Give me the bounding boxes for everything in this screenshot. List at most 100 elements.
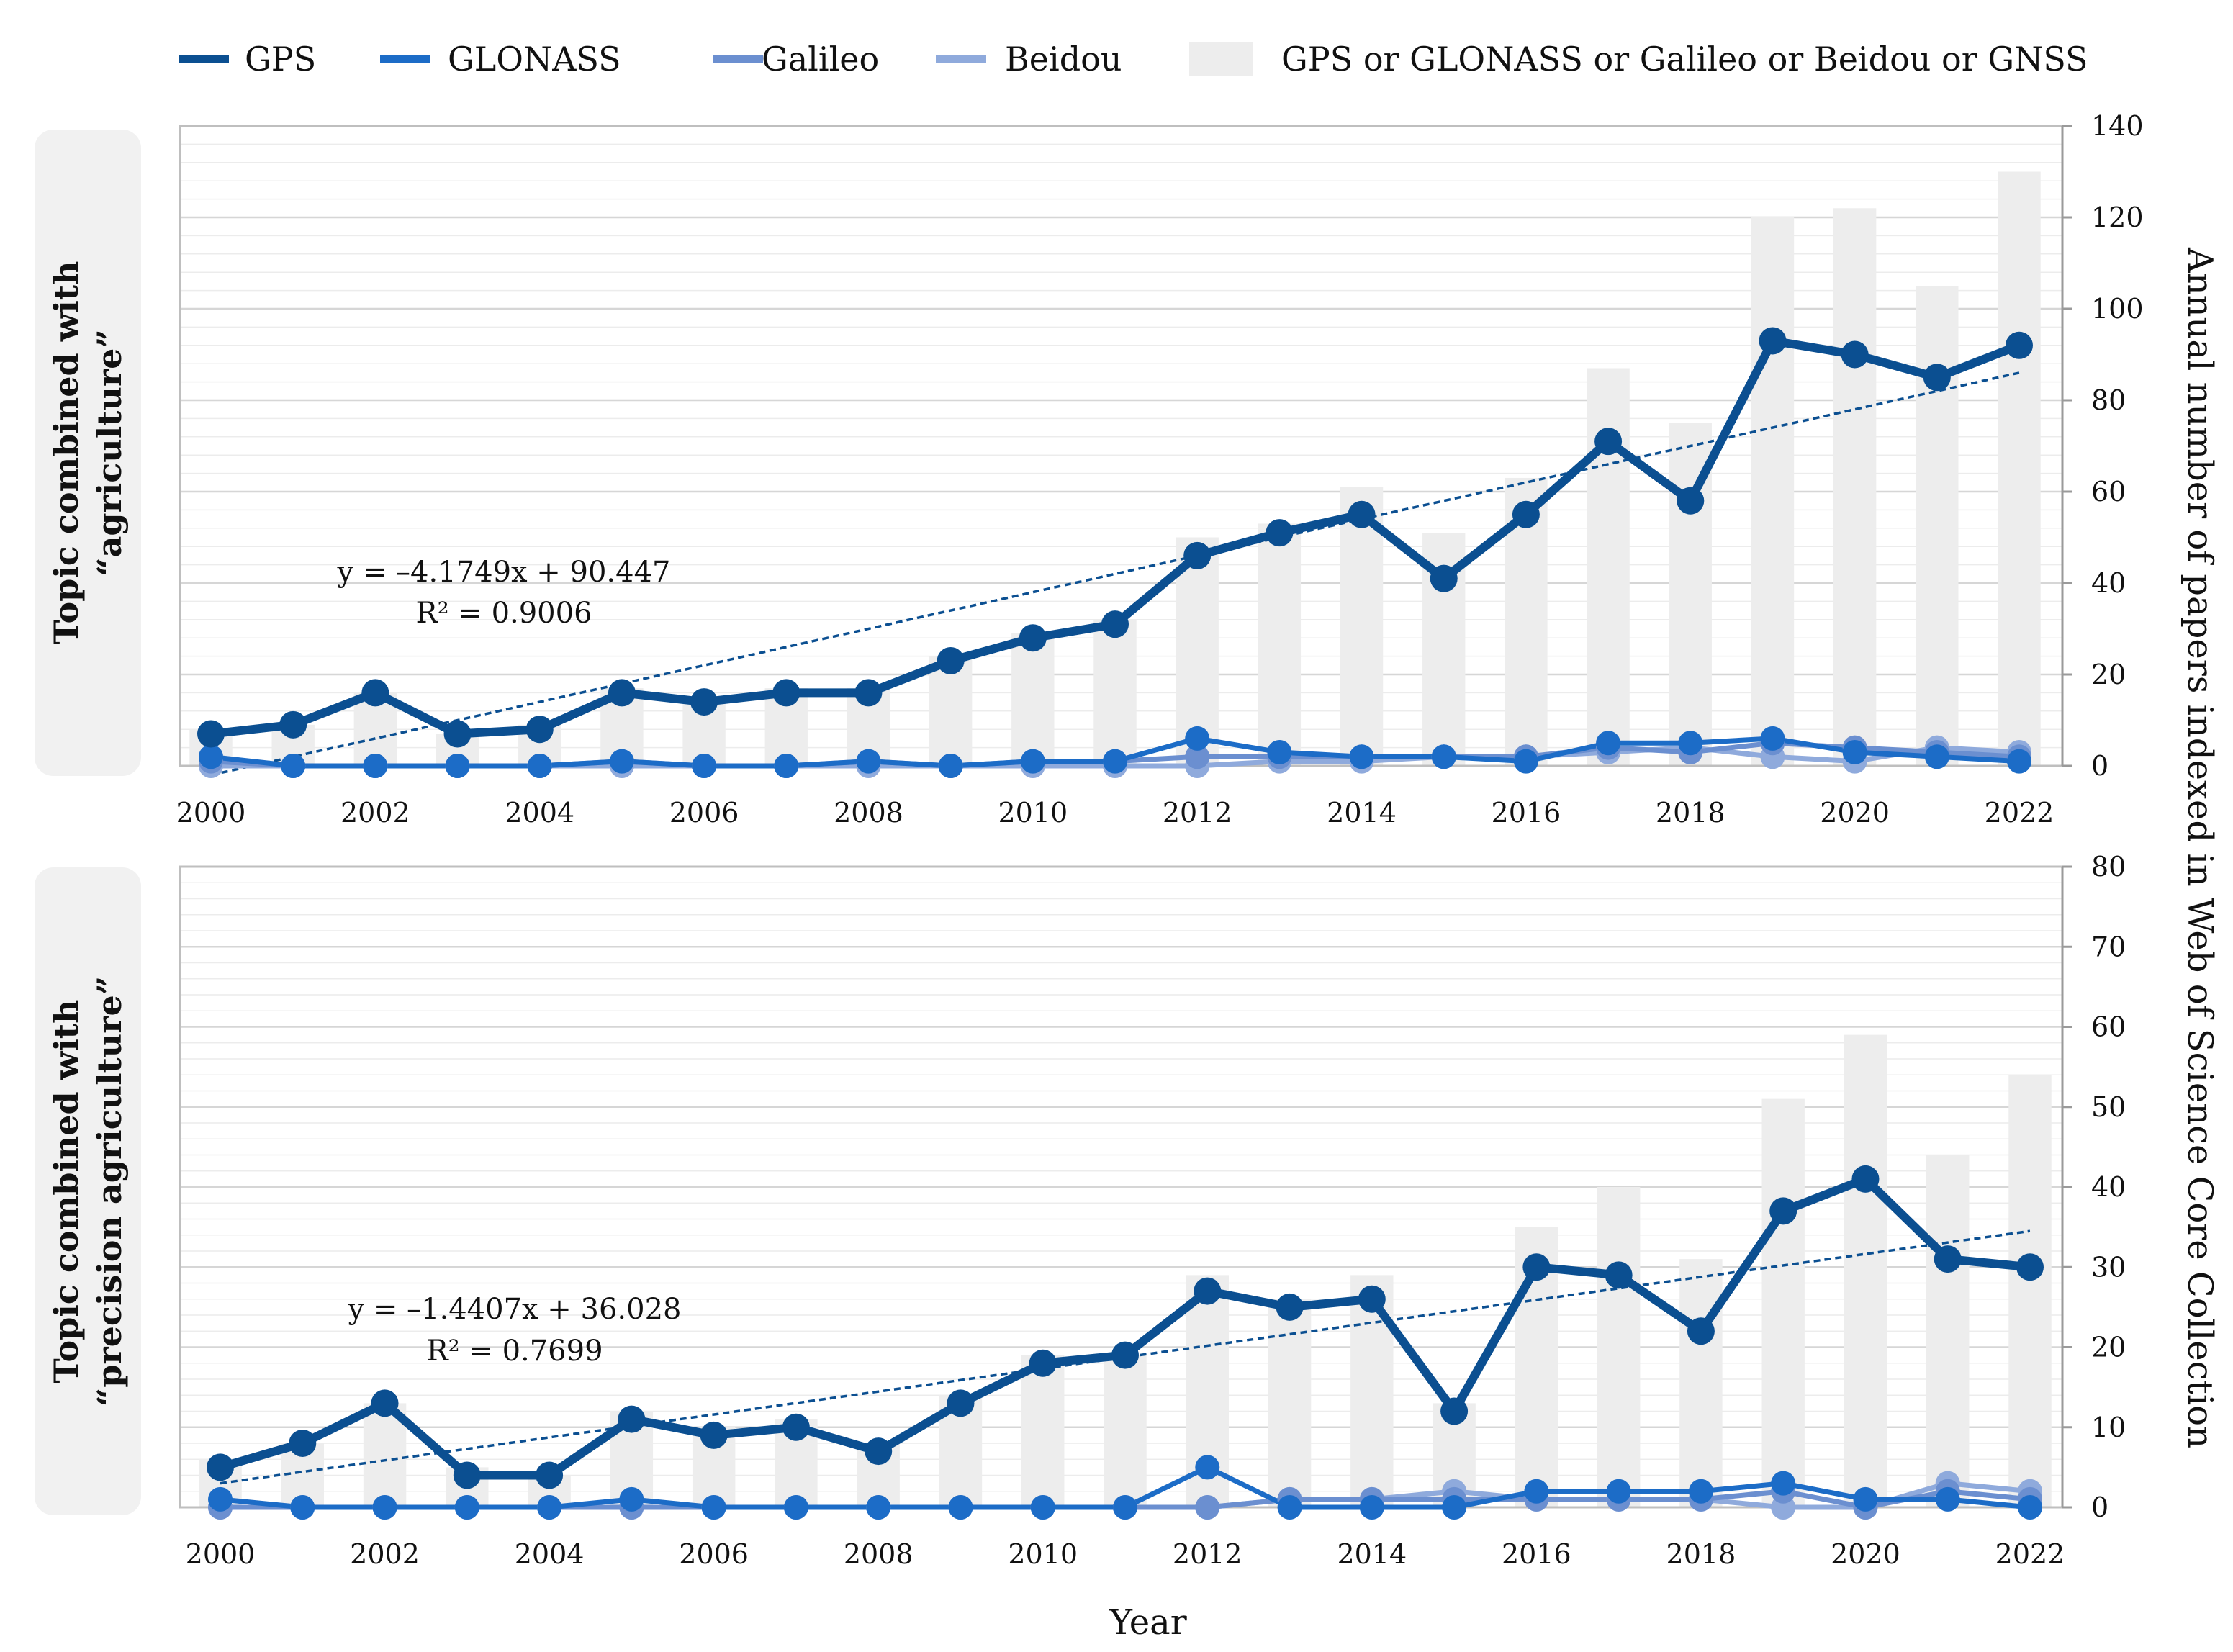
point-glonass-2017 bbox=[1606, 1479, 1631, 1504]
x-tick-label: 2016 bbox=[1492, 797, 1561, 829]
point-glonass-2021 bbox=[1924, 744, 1949, 769]
point-glonass-2022 bbox=[2007, 749, 2031, 774]
point-glonass-2010 bbox=[1020, 749, 1045, 774]
x-tick-label: 2022 bbox=[1995, 1538, 2065, 1570]
x-tick-label: 2012 bbox=[1163, 797, 1232, 829]
x-tick-label: 2000 bbox=[176, 797, 246, 829]
point-glonass-2014 bbox=[1359, 1495, 1384, 1520]
x-tick-label: 2018 bbox=[1666, 1538, 1736, 1570]
gnss-bar-2020 bbox=[1844, 1034, 1887, 1507]
series-markers bbox=[207, 1165, 2044, 1520]
x-tick-label: 2020 bbox=[1831, 1538, 1900, 1570]
point-glonass-2005 bbox=[619, 1486, 644, 1512]
point-glonass-2015 bbox=[1431, 744, 1456, 769]
point-glonass-2015 bbox=[1442, 1495, 1467, 1520]
point-gps-2015 bbox=[1430, 564, 1458, 592]
point-gps-2010 bbox=[1019, 624, 1047, 652]
point-galileo-2012 bbox=[1185, 744, 1210, 769]
point-gps-2000 bbox=[207, 1453, 234, 1481]
panel-label-box bbox=[35, 130, 141, 776]
point-glonass-2018 bbox=[1688, 1479, 1713, 1504]
x-tick-label: 2016 bbox=[1502, 1538, 1571, 1570]
point-gps-2001 bbox=[279, 710, 307, 739]
point-glonass-2021 bbox=[1935, 1486, 1960, 1512]
panel-agriculture: Topic combined with “agriculture” 0 20 40 6… bbox=[35, 110, 2144, 829]
point-glonass-2010 bbox=[1030, 1495, 1055, 1520]
trendline-gps bbox=[220, 1229, 2031, 1485]
point-gps-2022 bbox=[2006, 331, 2033, 359]
x-tick-label: 2022 bbox=[1985, 797, 2054, 829]
point-gps-2022 bbox=[2016, 1253, 2044, 1281]
point-glonass-2009 bbox=[938, 754, 963, 778]
legend-label-gps: GPS bbox=[245, 40, 316, 78]
x-tick-label: 2000 bbox=[186, 1538, 256, 1570]
gnss-bar-2021 bbox=[1916, 286, 1959, 766]
point-glonass-2018 bbox=[1678, 731, 1703, 756]
y-tick-label: 0 bbox=[2091, 1491, 2108, 1523]
x-tick-label: 2008 bbox=[844, 1538, 914, 1570]
y-tick-label: 60 bbox=[2091, 476, 2126, 507]
x-tick-label: 2002 bbox=[340, 797, 410, 829]
gnss-bar-2017 bbox=[1597, 1187, 1641, 1507]
y-tick-label: 80 bbox=[2091, 851, 2126, 883]
legend-label-gnss: GPS or GLONASS or Galileo or Beidou or G… bbox=[1281, 40, 2088, 78]
y-tick-label: 20 bbox=[2091, 659, 2126, 690]
y-tick-label: 40 bbox=[2091, 1171, 2126, 1203]
x-axis-ticks: 2000 2002 2004 2006 2008 2010 2012 2014 2016 2018… bbox=[176, 797, 2054, 829]
y-axis-ticks: 0 10 20 30 40 50 60 70 80 bbox=[2062, 851, 2126, 1523]
y-axis-ticks: 0 20 40 60 80 100 120 140 bbox=[2062, 110, 2144, 782]
point-gps-2002 bbox=[361, 679, 389, 707]
point-gps-2018 bbox=[1677, 487, 1705, 515]
x-tick-label: 2020 bbox=[1820, 797, 1890, 829]
point-gps-2012 bbox=[1183, 541, 1212, 569]
point-glonass-2011 bbox=[1103, 749, 1127, 774]
point-gps-2021 bbox=[1923, 364, 1951, 392]
point-glonass-2005 bbox=[609, 749, 634, 774]
point-gps-2017 bbox=[1605, 1261, 1633, 1289]
x-tick-label: 2008 bbox=[834, 797, 903, 829]
x-tick-label: 2010 bbox=[1008, 1538, 1078, 1570]
point-gps-2004 bbox=[536, 1461, 564, 1489]
y-tick-label: 30 bbox=[2091, 1251, 2126, 1283]
y-tick-label: 120 bbox=[2091, 202, 2144, 233]
x-axis-title: Year bbox=[1109, 1602, 1187, 1643]
point-glonass-2019 bbox=[1771, 1471, 1796, 1496]
trendline-gps bbox=[210, 371, 2020, 777]
y-tick-label: 70 bbox=[2091, 931, 2126, 962]
point-galileo-2012 bbox=[1195, 1495, 1220, 1520]
panel-label-line1: Topic combined with bbox=[47, 261, 86, 645]
point-glonass-2002 bbox=[363, 754, 388, 778]
point-glonass-2007 bbox=[774, 754, 799, 778]
point-glonass-2003 bbox=[454, 1495, 479, 1520]
point-gps-2010 bbox=[1029, 1349, 1057, 1377]
y-tick-label: 100 bbox=[2091, 293, 2144, 325]
point-gps-2015 bbox=[1440, 1397, 1469, 1425]
trendline-equation: y = –4.1749x + 90.447 bbox=[337, 556, 671, 589]
point-glonass-2000 bbox=[208, 1486, 233, 1512]
point-glonass-2006 bbox=[692, 754, 717, 778]
point-glonass-2007 bbox=[783, 1495, 808, 1520]
point-gps-2003 bbox=[453, 1461, 481, 1489]
y-tick-label: 0 bbox=[2091, 750, 2108, 782]
point-gps-2011 bbox=[1111, 1341, 1139, 1369]
point-glonass-2008 bbox=[856, 749, 881, 774]
point-gps-2005 bbox=[618, 1405, 646, 1433]
gnss-bar-2022 bbox=[2008, 1075, 2052, 1507]
point-gps-2011 bbox=[1101, 610, 1129, 638]
gnss-bar-2011 bbox=[1093, 619, 1137, 766]
point-gps-2009 bbox=[937, 646, 965, 674]
point-gps-2002 bbox=[371, 1389, 399, 1417]
x-tick-label: 2002 bbox=[350, 1538, 420, 1570]
x-axis-ticks: 2000 2002 2004 2006 2008 2010 2012 2014 2016 2018… bbox=[186, 1538, 2065, 1570]
point-glonass-2014 bbox=[1349, 744, 1374, 769]
x-tick-label: 2006 bbox=[669, 797, 739, 829]
trendline-r-squared: R² = 0.7699 bbox=[426, 1335, 603, 1368]
gnss-bar-2009 bbox=[929, 656, 973, 766]
gnss-bar-2013 bbox=[1258, 523, 1302, 766]
gnss-bar-2022 bbox=[1998, 171, 2041, 766]
point-glonass-2000 bbox=[199, 744, 223, 769]
y-tick-label: 60 bbox=[2091, 1011, 2126, 1043]
point-gps-2018 bbox=[1687, 1317, 1715, 1345]
point-glonass-2012 bbox=[1185, 726, 1210, 751]
